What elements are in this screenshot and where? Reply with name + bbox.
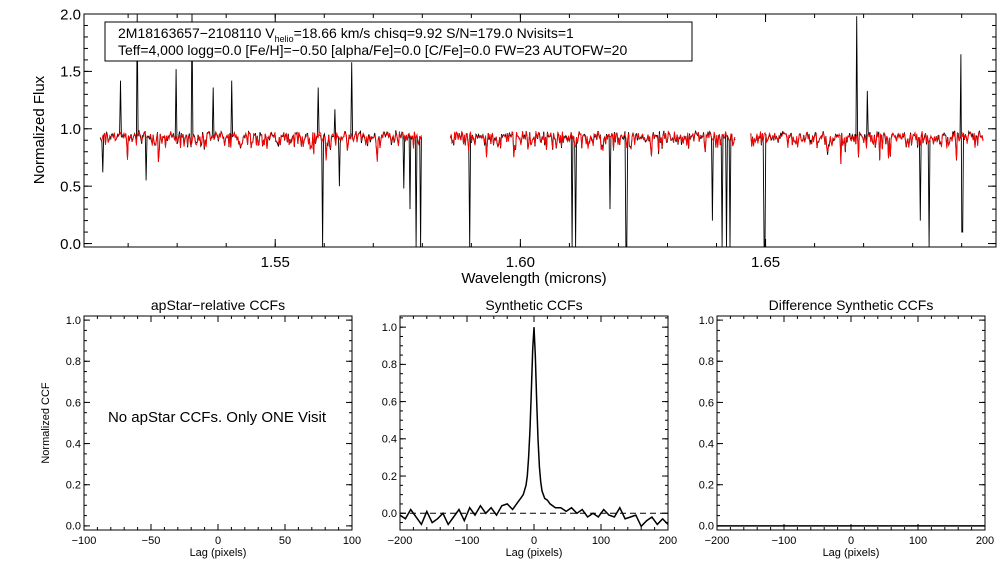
y-tick-label: 0.4 [699,438,714,450]
synthetic-ccf-panel: Synthetic CCFs −200 −100 0 100 200 0.0 0.2 0.4 0… [382,297,677,559]
apstar-ccf-panel: apStar−relative CCFs −100 −50 0 50 100 0.0 0.2… [40,297,361,559]
ccf-ylabel: Normalized CCF [40,382,52,464]
y-tick-label: 0.2 [66,480,81,492]
x-tick-label: −100 [455,535,480,547]
y-tick-label: 1.0 [699,315,714,327]
apstar-xlabel: Lag (pixels) [190,547,247,559]
x-tick-label: 100 [909,535,927,547]
y-tick-label: 0.4 [66,438,81,450]
observed-spectrum-line [449,129,736,248]
spectrum-lines [99,13,984,248]
spectrum-ylabel: Normalized Flux [31,75,48,184]
x-tick-label: 200 [659,535,677,547]
x-tick-label: −100 [772,535,797,547]
spectrum-header-line2: Teff=4,000 logg=0.0 [Fe/H]=−0.50 [alpha/… [118,42,627,58]
y-tick-label: 0.2 [382,471,397,483]
spectrum-xlabel: Wavelength (microns) [461,270,606,287]
model-spectrum-line [449,130,736,158]
y-tick-label: 0.2 [699,480,714,492]
y-tick-label: 1.0 [382,322,397,334]
apstar-ticks: −100 −50 0 50 100 0.0 0.2 0.4 0.6 0.8 1.0 [66,315,361,547]
y-tick-label: 0.4 [382,434,397,446]
y-tick-label: 0.6 [382,396,397,408]
model-spectrum-line [750,131,984,164]
y-tick-label: 0.8 [66,356,81,368]
difference-ticks: −200 −100 0 100 200 0.0 0.2 0.4 0.6 0.8 1.0 [699,315,994,547]
y-tick-label: 1.0 [66,315,81,327]
difference-xlabel: Lag (pixels) [823,547,880,559]
y-tick-label: 0.6 [66,397,81,409]
x-tick-label: 0 [531,535,537,547]
difference-plot-frame [716,315,986,531]
y-tick-label: 1.5 [60,64,81,81]
x-tick-label: 0 [848,535,854,547]
y-tick-label: 0.0 [699,521,714,533]
y-tick-label: 0.8 [699,356,714,368]
y-tick-label: 0.5 [60,178,81,195]
y-tick-label: 0.0 [66,521,81,533]
x-tick-label: 50 [279,535,291,547]
spectrum-header-box [104,21,693,62]
synthetic-plot-frame [399,315,669,531]
difference-ccf-panel: Difference Synthetic CCFs −200 −100 0 100 20… [699,297,994,559]
x-tick-label: 0 [215,535,221,547]
x-tick-label: −200 [705,535,730,547]
header-star-id: 2M18163657−2108110 V [118,25,275,41]
spectrum-panel: 1.55 1.60 1.65 0.0 0.5 1.0 1.5 2.0 2M18163657−2… [31,6,997,287]
x-tick-label: −100 [72,535,97,547]
synthetic-ccf-line [399,327,669,528]
y-tick-label: 0.8 [382,359,397,371]
x-tick-label: 1.65 [751,254,780,271]
x-tick-label: −50 [142,535,161,547]
synthetic-xlabel: Lag (pixels) [506,547,563,559]
difference-title: Difference Synthetic CCFs [769,297,934,313]
observed-spectrum-line [750,16,984,248]
x-tick-label: −200 [388,535,413,547]
apstar-message: No apStar CCFs. Only ONE Visit [108,409,327,426]
x-tick-label: 1.60 [506,254,535,271]
header-subscript: helio [275,34,294,44]
y-tick-label: 2.0 [60,6,81,23]
spectrum-header-line1: 2M18163657−2108110 Vhelio=18.66 km/s chi… [118,25,574,44]
y-tick-label: 0.6 [699,397,714,409]
header-stats: =18.66 km/s chisq=9.92 S/N=179.0 Nvisits… [294,25,574,41]
spectrum-ticks: 1.55 1.60 1.65 0.0 0.5 1.0 1.5 2.0 [60,6,996,271]
synthetic-title: Synthetic CCFs [485,297,582,313]
x-tick-label: 100 [343,535,361,547]
x-tick-label: 1.55 [261,254,290,271]
x-tick-label: 100 [592,535,610,547]
y-tick-label: 0.0 [60,236,81,253]
y-tick-label: 1.0 [60,121,81,138]
y-tick-label: 0.0 [382,508,397,520]
model-spectrum-line [99,130,422,162]
apstar-title: apStar−relative CCFs [151,297,285,313]
spectrum-plot-frame [83,13,997,248]
x-tick-label: 200 [976,535,994,547]
